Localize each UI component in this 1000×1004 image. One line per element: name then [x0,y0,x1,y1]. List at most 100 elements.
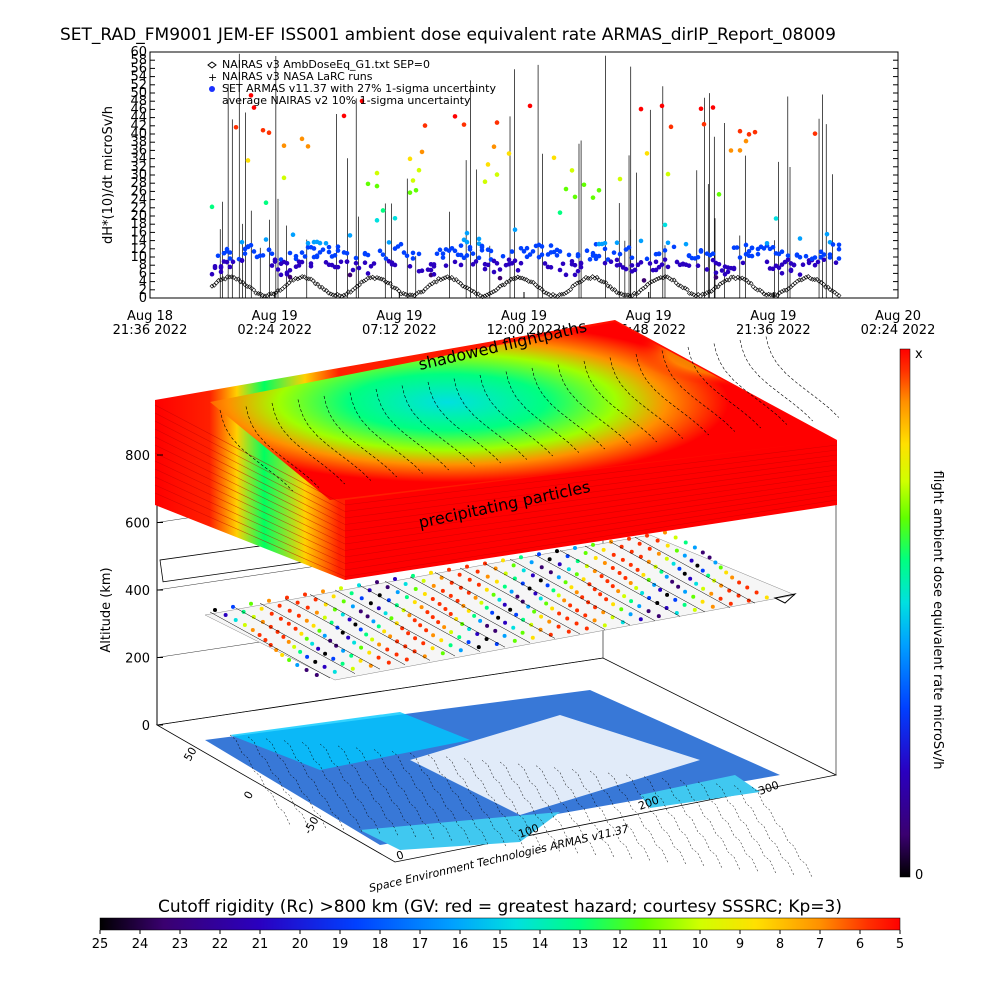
flight-point [493,566,498,571]
armas-point [260,127,266,133]
legend-label: NAIRAS v3 NASA LaRC runs [222,70,373,83]
armas-point [227,264,233,270]
armas-point [494,261,500,266]
armas-point [731,266,737,272]
nairas-point [235,276,241,282]
flight-point [604,597,609,602]
y-tick-label: 22 [130,201,147,216]
armas-point [638,238,644,244]
slab-stripe [154,452,346,545]
y-tick-label: 50 [130,86,147,101]
flight-point [436,620,441,625]
armas-point [539,244,545,249]
flight-point [671,561,676,566]
nairas-point [319,284,325,290]
flight-point [313,659,318,664]
flight-gridline [459,567,581,635]
armas-point [233,124,239,130]
y-tick-label: 54 [130,70,147,85]
nairas-point [607,284,613,289]
flight-point [483,561,487,566]
armas-point [440,251,446,256]
nairas-point [627,293,633,299]
flight-point [593,556,598,560]
armas-point [635,262,641,268]
flight-point [682,553,687,558]
flight-point [443,607,448,611]
nairas-point [233,276,239,282]
flight-point [364,632,369,637]
armas-point [467,247,473,252]
world-map-land [230,712,470,770]
flight-point [473,595,478,600]
ground-track [355,747,417,838]
flight-point [575,559,580,564]
flight-point [638,554,643,559]
armas-point [764,241,770,246]
nairas-point [759,289,765,295]
nairas-point [730,274,736,280]
armas-point [473,259,479,264]
armas-point [797,254,803,260]
dose-colorbar-bottom-label: 0 [915,868,923,883]
flight-point [449,630,454,635]
armas-point [347,272,353,278]
armas-point [713,275,719,280]
armas-point [356,265,362,271]
armas-point [596,253,602,259]
armas-point [743,242,749,248]
flight-point [583,551,588,555]
flight-point [573,546,577,550]
flight-gridline [559,550,681,617]
nairas-point [440,276,446,282]
nairas-point [372,276,378,282]
nairas-point [279,286,285,292]
armas-point [572,262,578,268]
nairas-point [458,280,464,286]
nairas-point [537,285,543,291]
nairas-point [825,284,831,290]
flight-point [455,598,460,603]
flight-point [620,557,625,562]
nairas-point [726,277,732,283]
altitude-gridline [156,657,604,726]
nairas-point [803,274,809,280]
armas-point [251,105,257,110]
flight-point [569,585,574,590]
flight-point [304,636,309,641]
armas-point [227,250,233,255]
armas-point [281,175,287,181]
armas-point [410,178,416,183]
flight-gridline [309,594,431,661]
ground-tracks [229,734,813,878]
nairas-point [420,289,426,294]
armas-point [392,262,398,268]
armas-point [725,269,731,275]
armas-point [434,251,440,257]
flight-point [422,654,427,659]
slab-stripes [154,404,838,577]
flight-point [520,599,525,604]
nairas-point [739,275,745,281]
flight-point [599,574,604,579]
armas-point [335,248,341,253]
flight-point [497,597,502,602]
x-tick-label-time: 02:24 2022 [237,323,312,338]
z-tick-label: 600 [125,517,150,532]
flight-point [295,600,300,605]
armas-point [632,267,638,273]
armas-point [212,263,218,269]
z-axis-label: Altitude (km) [99,567,114,652]
rigidity-tick-label: 15 [492,937,509,952]
flight-point [422,592,427,596]
armas-point [359,98,365,104]
flight-point [406,631,411,636]
flight-point [393,577,397,581]
slab-stripe [154,404,346,506]
armas-point [779,270,785,276]
flight-point [520,630,525,635]
armas-point [422,123,428,128]
flight-point [538,596,543,601]
flight-point [286,639,291,644]
flight-point [645,533,649,538]
